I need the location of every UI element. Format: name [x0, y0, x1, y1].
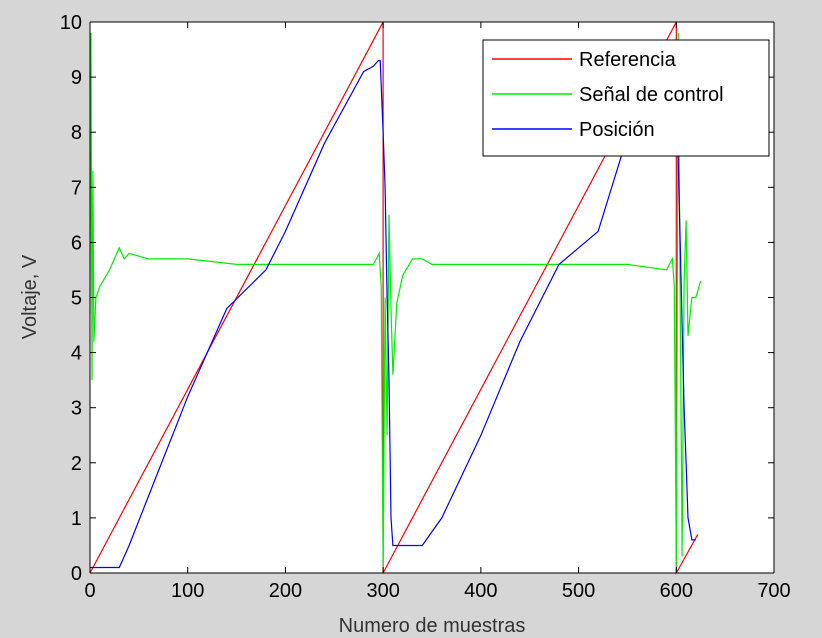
x-axis-label: Numero de muestras — [339, 615, 526, 637]
y-tick-label: 8 — [71, 122, 82, 144]
y-tick-label: 7 — [71, 177, 82, 199]
tick-marks — [89, 21, 775, 574]
y-tick-label: 2 — [71, 453, 82, 475]
x-tick-label: 500 — [562, 580, 595, 602]
series-line-2 — [90, 59, 696, 569]
y-tick-label: 4 — [71, 343, 82, 365]
y-tick-label: 1 — [71, 508, 82, 530]
x-tick-label: 700 — [757, 580, 790, 602]
x-tick-label: 200 — [269, 580, 302, 602]
x-tick-label: 300 — [366, 580, 399, 602]
x-tick-label: 0 — [84, 580, 95, 602]
y-tick-label: 6 — [71, 232, 82, 254]
y-tick-label: 9 — [71, 67, 82, 89]
y-tick-label: 10 — [60, 12, 82, 34]
x-tick-label: 100 — [171, 580, 204, 602]
y-tick-label: 5 — [71, 288, 82, 310]
legend: Referencia Señal de control Posición — [482, 39, 770, 157]
legend-label-2: Posición — [579, 119, 655, 141]
series-line-0 — [89, 21, 699, 576]
legend-label-0: Referencia — [579, 49, 677, 71]
y-axis-label: Voltaje, V — [19, 254, 41, 339]
y-tick-labels: 0 1 2 3 4 5 6 7 8 9 10 — [60, 12, 82, 585]
x-tick-labels: 0 100 200 300 400 500 600 700 — [84, 580, 790, 602]
x-tick-label: 600 — [660, 580, 693, 602]
x-tick-label: 400 — [464, 580, 497, 602]
y-tick-label: 3 — [71, 398, 82, 420]
legend-label-1: Señal de control — [579, 84, 724, 106]
y-tick-label: 0 — [71, 563, 82, 585]
